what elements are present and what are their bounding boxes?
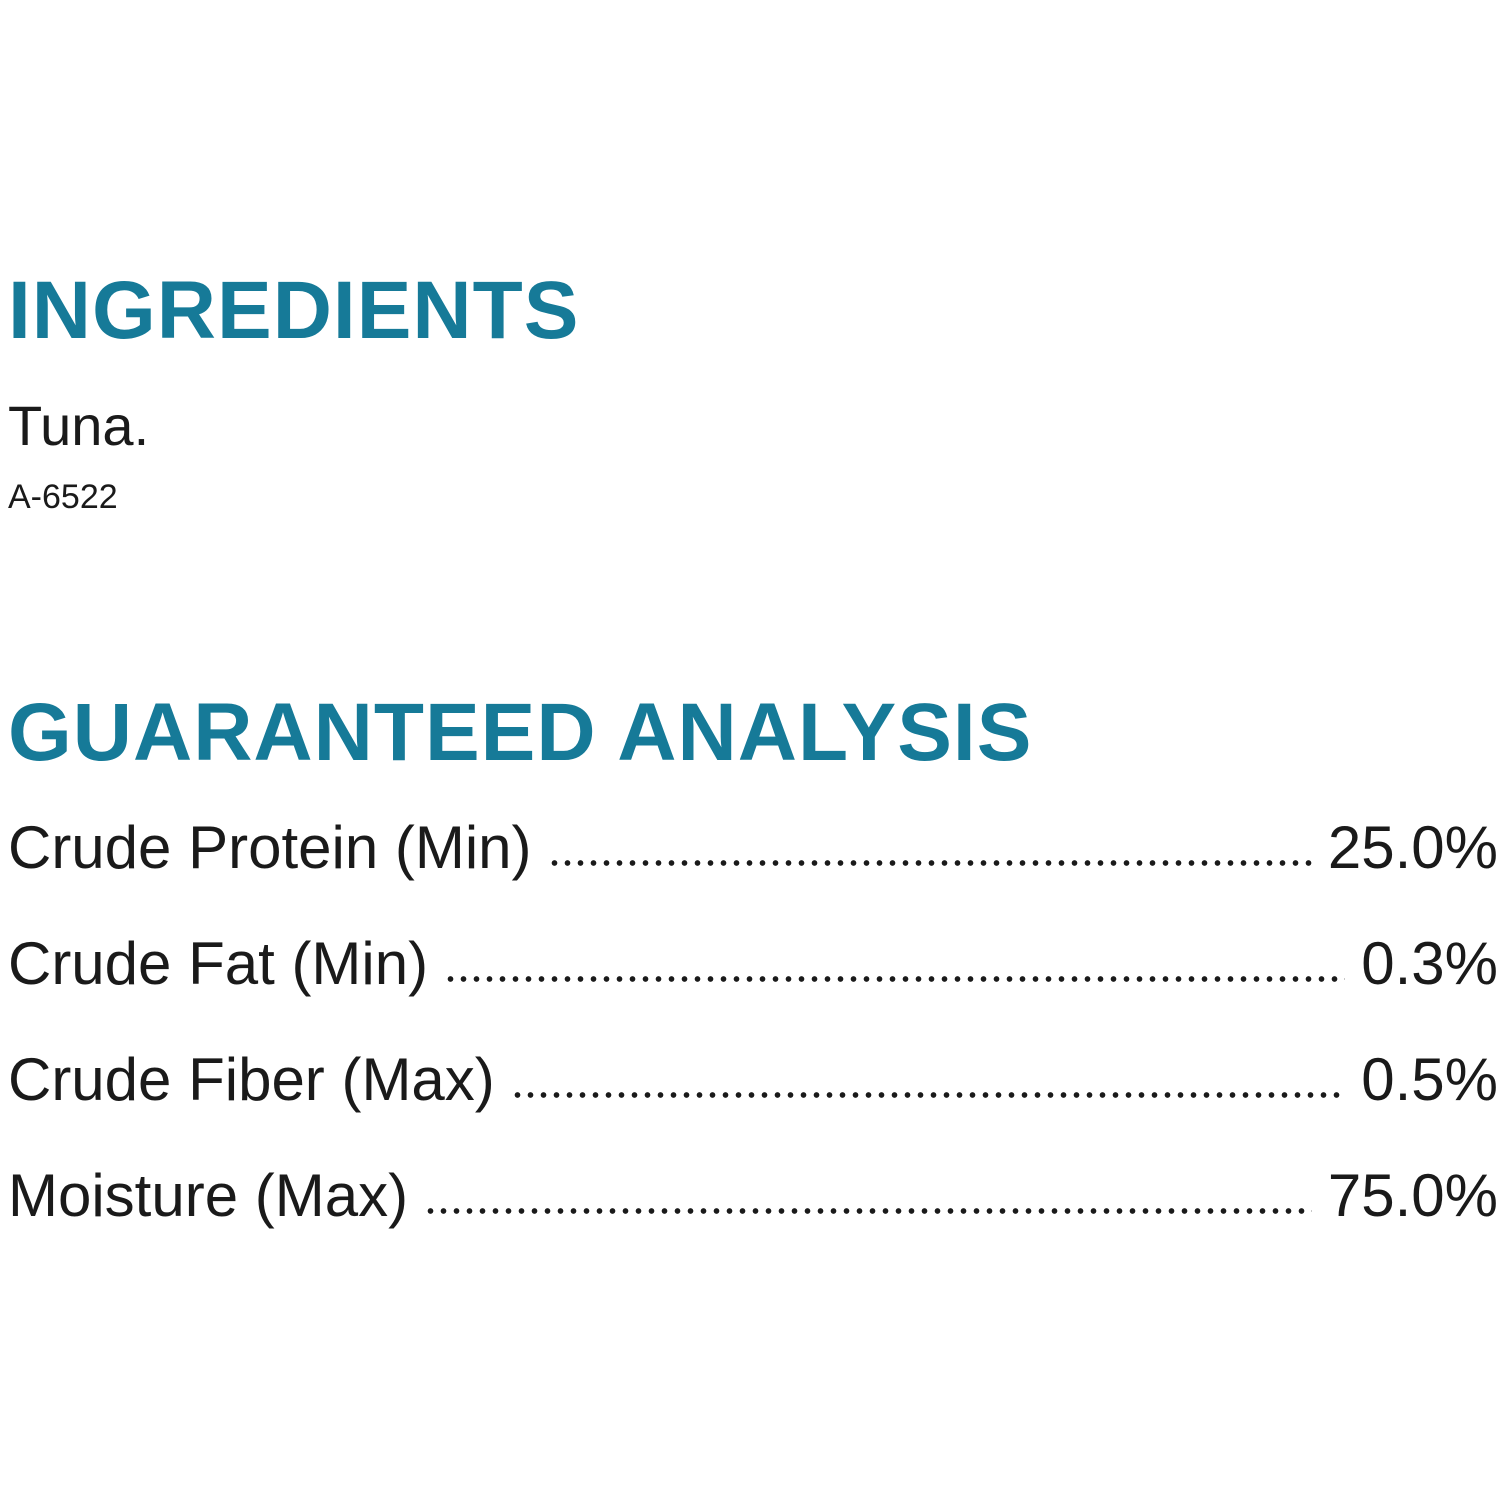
product-code: A-6522 [8,478,118,516]
analysis-table: Crude Protein (Min) 25.0% Crude Fat (Min) 0… [8,818,1498,1282]
analysis-row: Moisture (Max) 75.0% [8,1166,1498,1282]
nutrient-value: 0.5% [1361,1046,1498,1113]
leader-dots [547,858,1312,868]
nutrient-value: 25.0% [1327,814,1498,881]
analysis-row: Crude Protein (Min) 25.0% [8,818,1498,934]
nutrient-value: 75.0% [1327,1162,1498,1229]
analysis-heading: GUARANTEED ANALYSIS [8,687,1033,778]
analysis-row: Crude Fat (Min) 0.3% [8,934,1498,1050]
nutrient-label: Crude Protein (Min) [8,814,532,881]
leader-dots [444,974,1346,984]
analysis-row: Crude Fiber (Max) 0.5% [8,1050,1498,1166]
nutrient-label: Crude Fiber (Max) [8,1046,495,1113]
leader-dots [510,1090,1346,1100]
nutrient-value: 0.3% [1361,930,1498,997]
ingredients-text: Tuna. [8,394,150,457]
nutrient-label: Moisture (Max) [8,1162,409,1229]
ingredients-heading: INGREDIENTS [8,265,580,356]
nutrient-label: Crude Fat (Min) [8,930,429,997]
leader-dots [424,1206,1312,1216]
